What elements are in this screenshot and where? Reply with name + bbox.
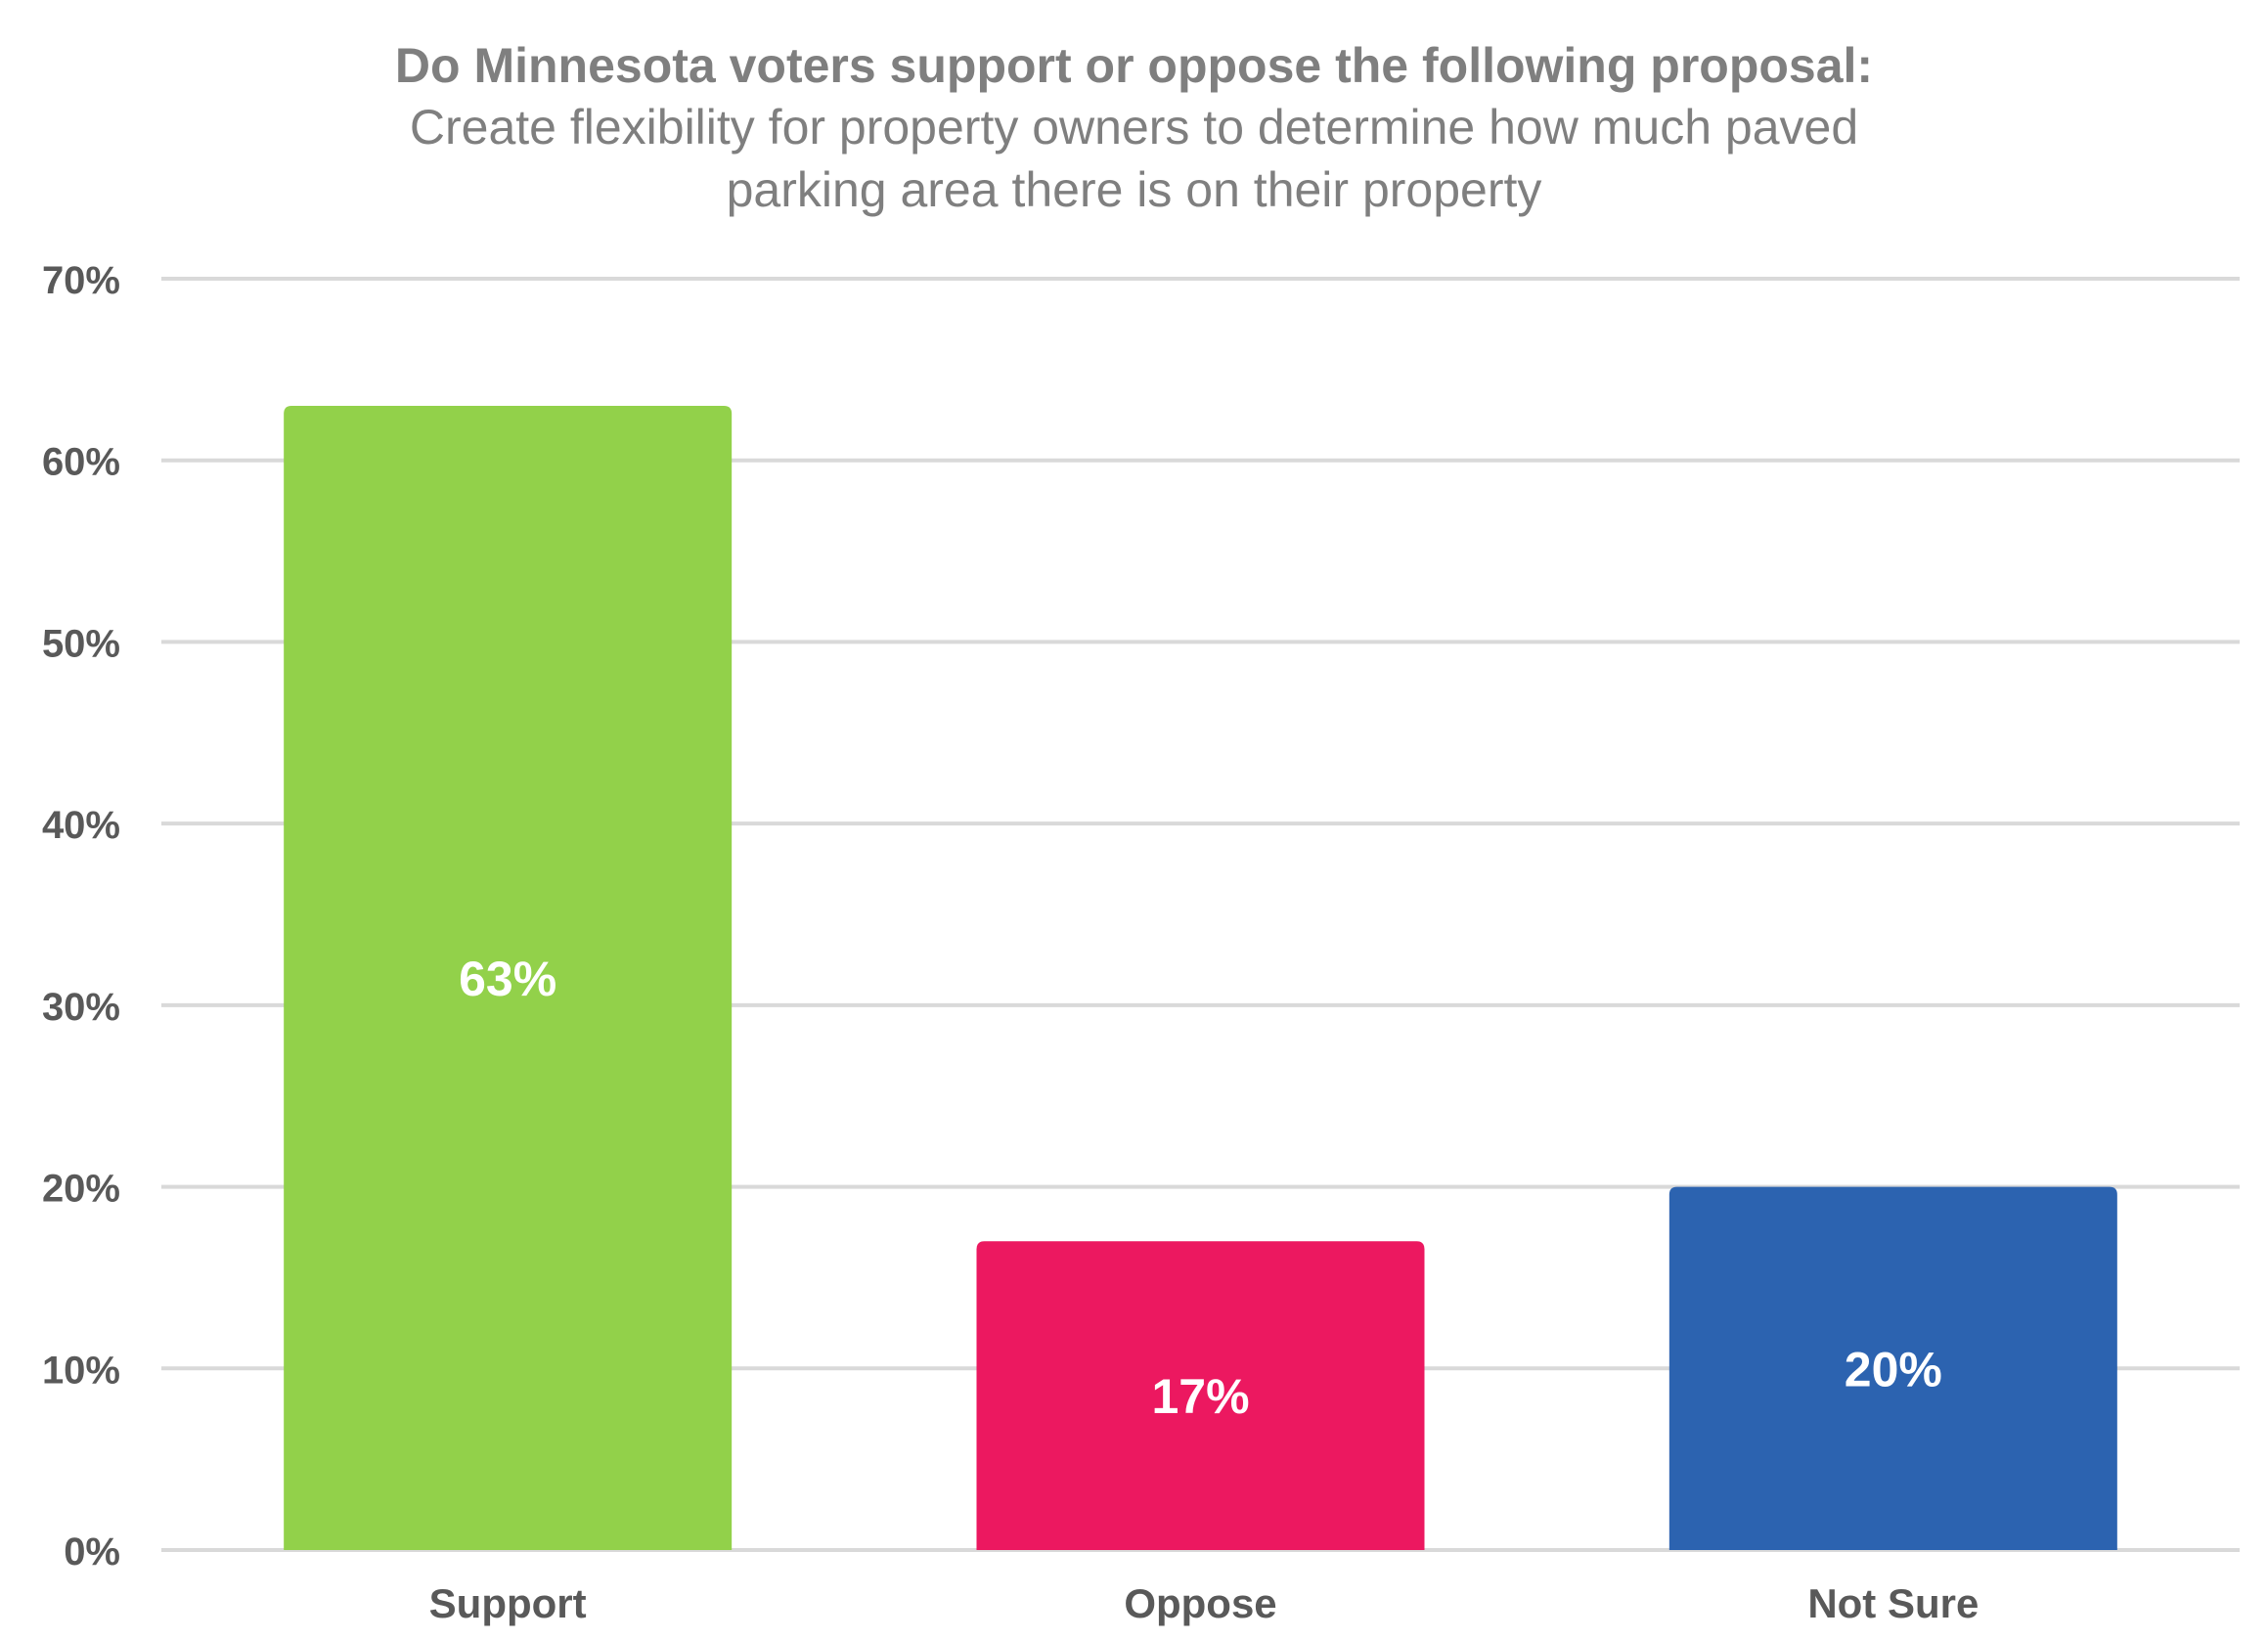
data-label-support: 63% xyxy=(459,952,556,1006)
y-tick-label-20: 20% xyxy=(42,1168,120,1211)
bar-not-sure xyxy=(1668,1186,2117,1550)
y-tick-label-30: 30% xyxy=(42,986,120,1029)
y-tick-label-70: 70% xyxy=(42,259,120,302)
chart-title: Do Minnesota voters support or oppose th… xyxy=(394,38,1874,93)
y-tick-label-0: 0% xyxy=(64,1530,120,1574)
x-tick-label-not-sure: Not Sure xyxy=(1807,1580,1979,1626)
data-label-oppose: 17% xyxy=(1151,1369,1249,1424)
y-tick-label-50: 50% xyxy=(42,622,120,665)
chart-subtitle-line-2: parking area there is on their property xyxy=(726,162,1542,217)
bar-support xyxy=(284,406,733,1550)
y-tick-label-60: 60% xyxy=(42,441,120,484)
bar-oppose xyxy=(976,1241,1425,1550)
y-tick-label-40: 40% xyxy=(42,804,120,847)
y-tick-label-10: 10% xyxy=(42,1349,120,1392)
x-tick-label-support: Support xyxy=(429,1580,587,1626)
x-tick-label-oppose: Oppose xyxy=(1124,1580,1276,1626)
data-label-not-sure: 20% xyxy=(1845,1342,1942,1396)
chart-subtitle-line-1: Create flexibility for property owners t… xyxy=(409,100,1859,155)
